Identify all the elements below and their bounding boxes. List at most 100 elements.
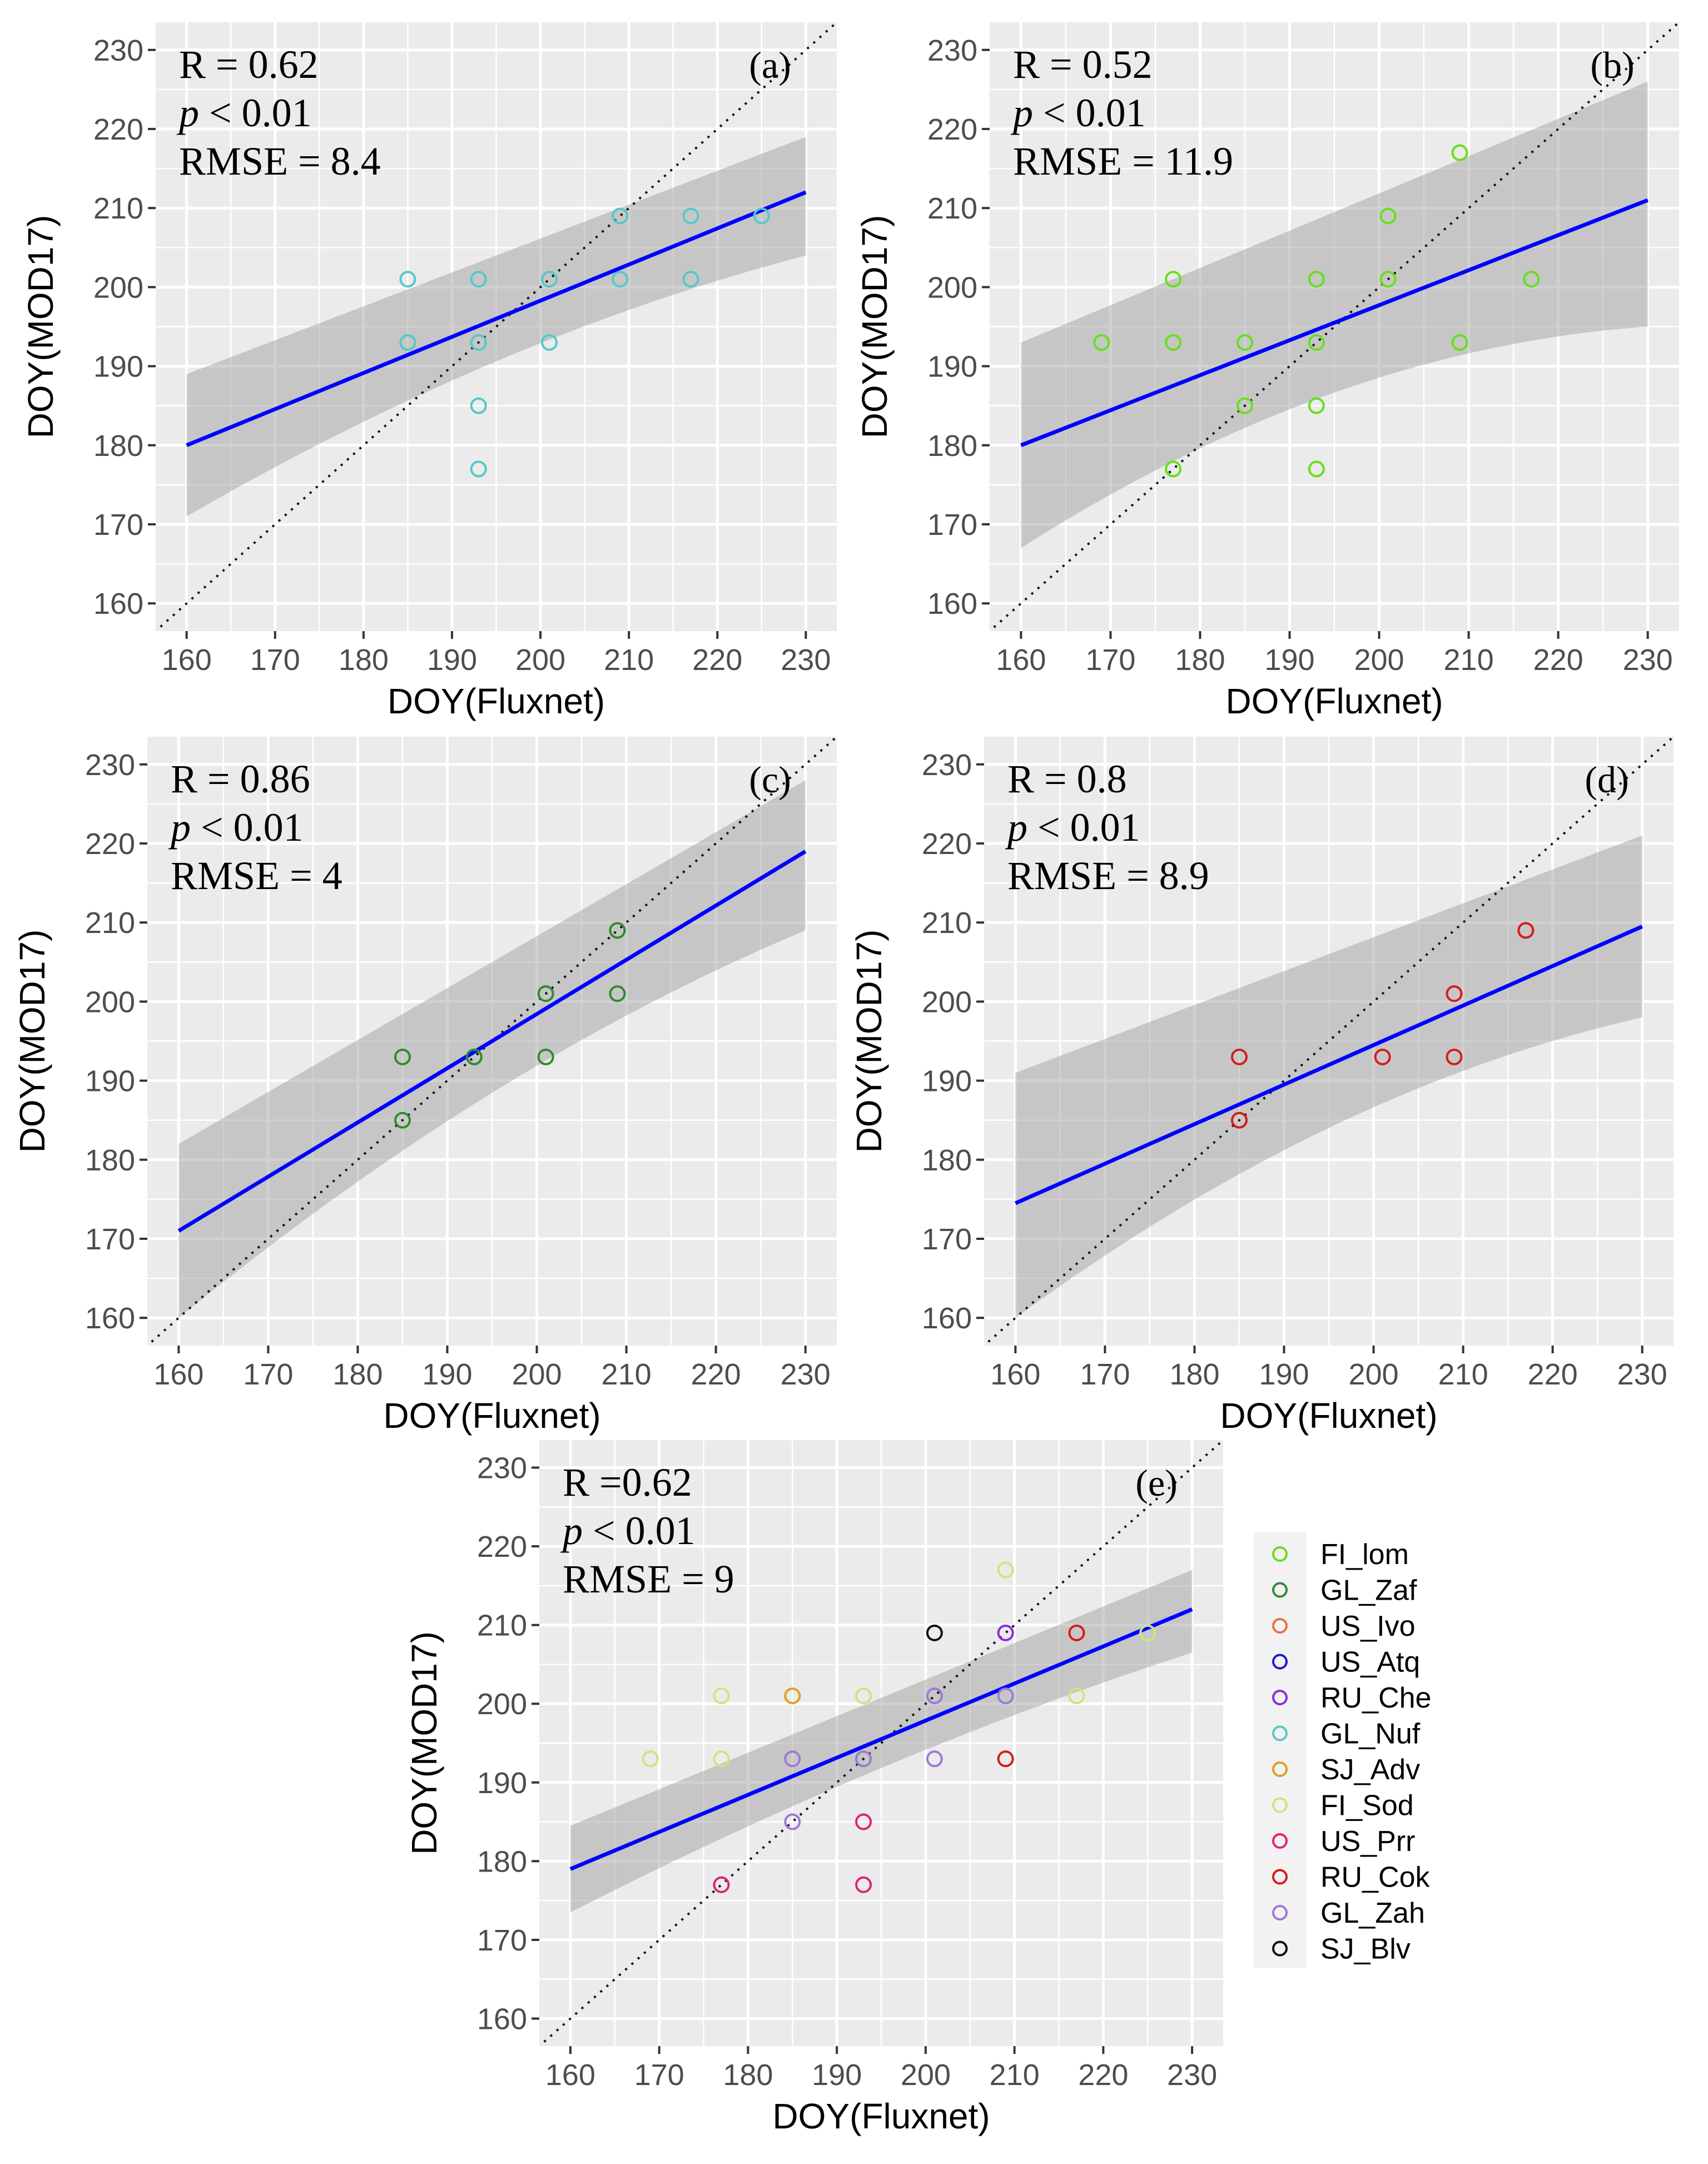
legend-label: RU_Che (1320, 1682, 1431, 1714)
p-value: p < 0.01 (560, 1508, 696, 1553)
x-tick-label: 200 (515, 643, 565, 677)
x-tick-label: 170 (1085, 643, 1135, 677)
x-tick-label: 210 (990, 2058, 1040, 2092)
x-tick-label: 230 (1617, 1358, 1667, 1391)
x-tick-label: 190 (1259, 1358, 1309, 1391)
legend-label: SJ_Blv (1320, 1933, 1411, 1966)
x-tick-label: 160 (153, 1358, 203, 1391)
data-point (470, 334, 487, 351)
x-tick-label: 170 (1080, 1358, 1130, 1391)
confidence-band (1021, 81, 1648, 548)
data-point (1374, 1048, 1391, 1065)
data-point (470, 271, 487, 288)
p-threshold: < 0.01 (1027, 805, 1140, 850)
data-point (399, 334, 416, 351)
y-tick-label: 190 (927, 350, 977, 384)
data-point (926, 1687, 943, 1705)
y-tick-label: 160 (927, 587, 977, 621)
panel-tag: (c) (749, 758, 791, 801)
plot-content (990, 22, 1679, 631)
p-threshold: < 0.01 (199, 91, 312, 135)
regression-line (1020, 198, 1649, 448)
p-letter: p (176, 91, 199, 135)
x-tick-label: 230 (781, 643, 831, 677)
y-axis-title: DOY(MOD17) (404, 1631, 444, 1855)
one-to-one-line (990, 22, 1679, 631)
x-tick-label: 160 (996, 643, 1046, 677)
x-tick-label: 210 (1438, 1358, 1488, 1391)
y-tick-label: 170 (85, 1223, 135, 1256)
x-tick-label: 170 (634, 2058, 684, 2092)
legend-label: US_Ivo (1320, 1610, 1416, 1642)
x-tick-label: 190 (427, 643, 477, 677)
y-tick-label: 230 (93, 34, 143, 67)
legend-label: US_Atq (1320, 1646, 1420, 1679)
x-tick-label: 180 (1175, 643, 1225, 677)
x-tick-label: 180 (723, 2058, 773, 2092)
legend-label: US_Prr (1320, 1825, 1415, 1858)
y-tick-label: 190 (93, 350, 143, 384)
plot-content (156, 22, 837, 631)
data-point (784, 1687, 801, 1705)
x-tick-label: 180 (332, 1358, 383, 1391)
y-tick-label: 200 (927, 271, 977, 304)
y-tick-label: 180 (927, 429, 977, 463)
p-threshold: < 0.01 (191, 805, 304, 850)
y-tick-label: 220 (922, 827, 972, 861)
y-tick-label: 170 (477, 1924, 527, 1957)
x-tick-label: 210 (602, 1358, 652, 1391)
y-tick-label: 210 (927, 192, 977, 225)
data-point (1236, 397, 1253, 414)
y-tick-label: 230 (85, 748, 135, 782)
one-to-one-line (984, 737, 1674, 1346)
x-tick-label: 190 (422, 1358, 472, 1391)
x-tick-label: 210 (1444, 643, 1494, 677)
rmse-value: RMSE = 8.9 (1007, 853, 1209, 898)
data-point (997, 1561, 1014, 1579)
legend-label: GL_Nuf (1320, 1718, 1421, 1750)
data-point (1379, 271, 1397, 288)
data-point (1068, 1624, 1085, 1641)
p-letter: p (168, 805, 191, 850)
y-axis-title: DOY(MOD17) (849, 930, 889, 1153)
data-point (394, 1048, 411, 1065)
y-tick-label: 230 (922, 748, 972, 782)
data-point (1446, 985, 1463, 1002)
legend-label: SJ_Adv (1320, 1754, 1420, 1786)
panel-tag: (d) (1585, 758, 1628, 801)
scatter-panel-e: 160 170 180 190 200 210 220 230 160 170 180 190 200 2… (404, 1440, 1223, 2136)
x-axis-title: DOY(Fluxnet) (772, 2096, 990, 2136)
plot-content (984, 737, 1674, 1346)
legend-label: FI_Sod (1320, 1790, 1414, 1822)
p-value: p < 0.01 (176, 91, 312, 135)
data-point (1308, 460, 1325, 478)
plot-panels: 160 170 180 190 200 210 220 230 160 170 180 190 200 2… (12, 22, 1679, 2136)
x-tick-label: 220 (1533, 643, 1583, 677)
data-point (1068, 1687, 1085, 1705)
data-point (1451, 144, 1468, 161)
rmse-value: RMSE = 11.9 (1013, 139, 1233, 183)
data-point (1446, 1048, 1463, 1065)
x-tick-label: 170 (243, 1358, 293, 1391)
data-point (1308, 334, 1325, 351)
confidence-band (1015, 835, 1642, 1318)
y-tick-label: 170 (927, 508, 977, 542)
data-point (394, 1111, 411, 1129)
panel-tag: (e) (1135, 1462, 1177, 1504)
p-value: p < 0.01 (168, 805, 304, 850)
data-point (1165, 334, 1182, 351)
p-value: p < 0.01 (1010, 91, 1146, 135)
legend-key-background (1254, 1532, 1307, 1968)
y-tick-label: 190 (85, 1065, 135, 1098)
data-point (997, 1624, 1014, 1641)
legend-key (1272, 1546, 1288, 1562)
scatter-panel-a: 160 170 180 190 200 210 220 230 160 170 180 190 200 2… (21, 22, 837, 721)
data-point (642, 1750, 659, 1768)
y-tick-label: 210 (922, 906, 972, 940)
data-point (537, 985, 554, 1002)
y-tick-label: 210 (477, 1609, 527, 1642)
y-tick-label: 160 (477, 2002, 527, 2036)
data-point (1230, 1111, 1248, 1129)
